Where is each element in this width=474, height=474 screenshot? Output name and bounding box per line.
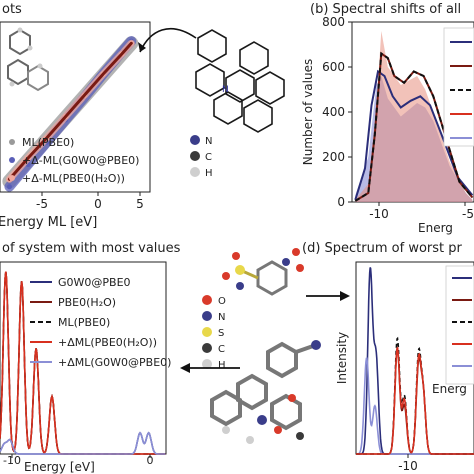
b-ytick-1: 200 [322,150,345,164]
panel-c-xlabel: Energy [eV] [24,460,95,474]
scatter-a-core [7,41,133,181]
panel-a-scatter [2,36,139,192]
panel-c-title: of system with most values [2,241,181,256]
atom-c-H: H [218,360,226,371]
b-ytick-2: 400 [322,105,345,119]
panel-d-title: (d) Spectrum of worst pr [302,241,463,256]
a-xtick-1: 0 [94,197,102,211]
panel-d-legend [445,265,474,385]
panel-b-xticks: -10 -5 [369,202,474,221]
atom-c-N: N [218,312,225,323]
legend-a-label-2: +Δ-ML(PBE0(H₂O)) [22,172,125,185]
panel-a-molecule-cluster [7,27,49,92]
legend-c-label-4: +ΔML(G0W0@PBE0) [58,356,171,369]
line-b-0 [354,69,474,201]
line-d-4 [356,346,474,455]
line-c-0 [0,431,166,455]
atom-c-C: C [218,344,225,355]
b-ytick-4: 800 [322,15,345,29]
legend-a-marker-0 [9,139,15,145]
legend-c-label-0: G0W0@PBE0 [58,276,131,289]
b-xtick-1: -5 [462,207,474,221]
legend-c-label-3: +ΔML(PBE0(H₂O)) [58,336,157,349]
panel-d-xlabel: Energ [432,382,467,396]
panel-a-xlabel: Energy ML [eV] [0,215,97,230]
atom-c-S: S [218,328,224,339]
panel-a-frame [0,21,151,193]
atom-a-C: C [205,152,212,163]
panel-c-plot [0,271,166,455]
a-xtick-2: 5 [136,197,144,211]
panel-b-title: (b) Spectral shifts of all [310,2,461,17]
c-xtick-0: -10 [3,454,21,467]
panel-c: of system with most values G0W0@PBE0 PBE… [0,241,181,474]
c-xtick-1: 0 [147,454,154,467]
molecule-sulfonamide-image [222,248,304,296]
legend-a-label-0: ML(PBE0) [22,136,74,149]
b-xtick-0: -10 [369,207,389,221]
panel-a-xticks: -5 0 5 [36,192,144,211]
panel-a: ots ML(PBE0) +Δ-ML(G0W0@PBE0) +Δ-ML(PBE0… [0,2,151,230]
panel-b-yticks: 0 200 400 600 800 [322,15,352,209]
atom-legend-a: N C H [190,135,213,179]
panel-c-xticks: -10 0 [3,454,154,467]
a-xtick-0: -5 [36,197,48,211]
panel-a-legend: ML(PBE0) +Δ-ML(G0W0@PBE0) +Δ-ML(PBE0(H₂O… [9,136,139,185]
legend-c-label-1: PBE0(H₂O) [58,296,116,309]
molecule-carbazole-image: N [195,29,285,133]
legend-a-marker-1 [9,157,15,163]
atom-a-N: N [205,136,212,147]
panel-b-ylabel: Number of values [301,59,315,165]
panel-b-legend [443,27,474,147]
b-ytick-3: 600 [322,60,345,74]
line-c-4 [0,431,166,455]
arrow-head-a [138,42,146,52]
arrow-head-d [340,291,350,301]
legend-a-marker-2 [9,175,15,181]
atom-a-H: H [205,168,213,179]
d-xtick-0: -10 [398,459,418,473]
b-ytick-0: 0 [337,195,345,209]
panel-d: (d) Spectrum of worst pr Intensity -10 E… [302,241,474,473]
panel-d-plot [356,267,474,455]
panel-c-legend: G0W0@PBE0 PBE0(H₂O) ML(PBE0) +ΔML(PBE0(H… [30,276,171,369]
legend-c-label-2: ML(PBE0) [58,316,110,329]
panel-b: (b) Spectral shifts of all 0 200 400 600… [301,2,474,235]
atom-legend-c: O N S C H [202,295,226,371]
line-b-2 [354,51,474,202]
arrow-head-c [180,363,190,373]
panel-a-title: ots [2,2,22,17]
panel-d-ylabel: Intensity [335,332,349,384]
panel-b-xlabel: Energ [418,221,453,235]
arrow-to-panel-a [139,27,197,53]
svg-text:N: N [222,85,229,95]
legend-a-label-1: +Δ-ML(G0W0@PBE0) [22,154,139,167]
molecule-large-image [210,340,321,444]
hist-b-red-hist [355,31,473,202]
atom-c-O: O [218,296,226,307]
